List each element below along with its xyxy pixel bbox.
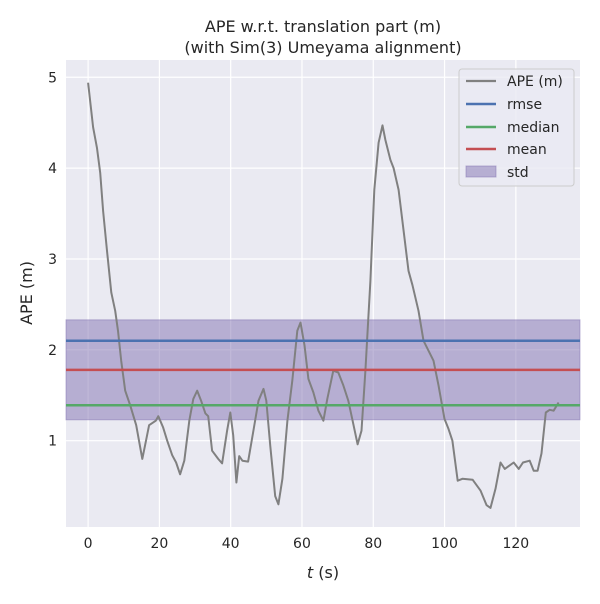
x-tick-label: 20 [150,536,168,552]
y-tick-label: 3 [48,252,57,268]
y-tick-label: 5 [48,70,57,86]
legend-label-std: std [507,165,529,181]
ape-series-line [87,82,560,509]
y-tick-labels: 1 2 3 4 5 [48,70,57,449]
legend-swatch-std [465,165,497,178]
x-tick-label: 40 [222,536,240,552]
chart-marks [65,82,581,509]
legend-label-median: median [507,120,559,136]
y-axis-label: APE (m) [17,261,36,325]
chart-title-line1: APE w.r.t. translation part (m) [205,17,441,36]
x-tick-label: 100 [431,536,458,552]
y-tick-label: 1 [48,434,57,450]
legend-box [458,68,575,187]
legend-label-mean: mean [507,142,547,158]
x-axis-label: t (s) [307,563,339,582]
x-tick-label: 0 [84,536,93,552]
x-tick-label: 80 [364,536,382,552]
y-tick-label: 4 [48,161,57,177]
x-tick-label: 60 [293,536,311,552]
x-tick-labels: 0 20 40 60 80 100 120 [84,536,530,552]
legend-label-rmse: rmse [507,97,542,113]
legend: APE (m) rmse median mean std [458,68,575,187]
chart-title-line2: (with Sim(3) Umeyama alignment) [184,38,461,57]
legend-label-ape: APE (m) [507,74,563,90]
x-tick-label: 120 [502,536,529,552]
y-tick-label: 2 [48,343,57,359]
